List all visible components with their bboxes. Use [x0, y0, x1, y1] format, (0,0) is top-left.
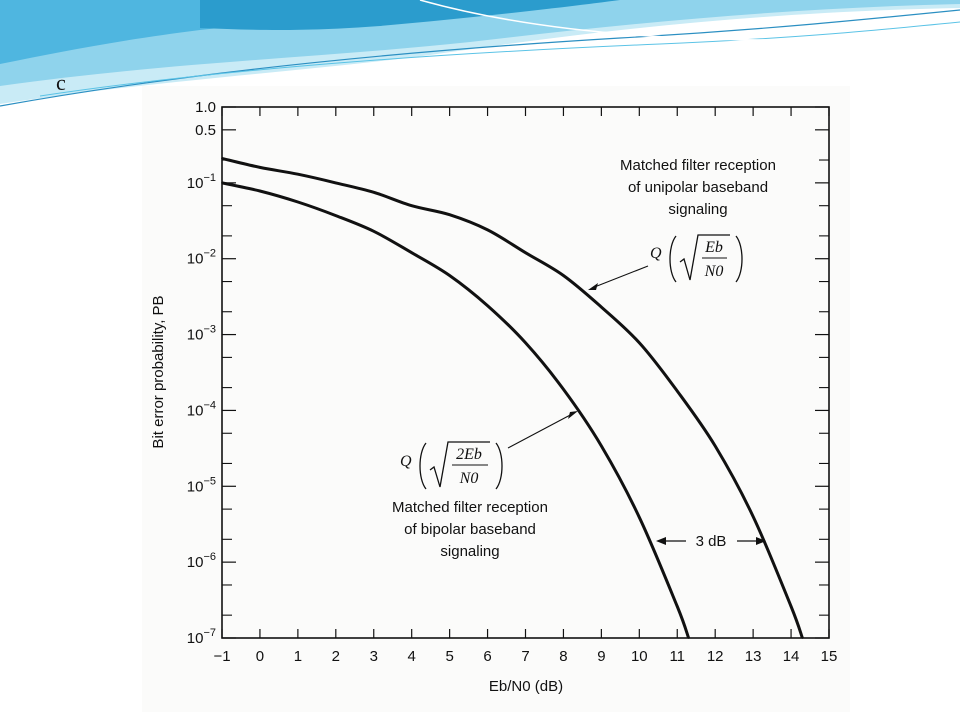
- bipolar-label-line-1: Matched filter reception: [392, 499, 548, 516]
- header-banner: [0, 0, 960, 107]
- y-tick-label: 10−1: [187, 172, 216, 192]
- data-point-bipolar: [372, 230, 375, 233]
- bipolar-pointer-line: [507, 412, 575, 449]
- data-point-unipolar: [221, 157, 223, 160]
- x-tick-label: 5: [445, 648, 453, 665]
- data-point-unipolar: [714, 445, 717, 447]
- x-tick-label: 4: [408, 648, 416, 665]
- x-tick-label: 7: [521, 648, 529, 665]
- data-point-bipolar: [448, 274, 451, 277]
- y-tick-label: 0.5: [195, 122, 216, 139]
- data-point-bipolar: [687, 637, 690, 639]
- data-point-unipolar: [486, 229, 489, 231]
- banner-stroke-3: [419, 0, 960, 41]
- unipolar-formula: Q Eb N0: [650, 234, 743, 283]
- unipolar-sqrt-sign: [679, 234, 730, 281]
- data-point-unipolar: [410, 204, 413, 207]
- x-tick-labels: −1 0 1 2 3 4 5 6 7 8 9 10 11 12 13 14 15: [213, 648, 837, 665]
- data-point-unipolar: [524, 251, 527, 254]
- bipolar-label-line-3: signaling: [440, 543, 499, 560]
- banner-stroke-2: [39, 21, 960, 97]
- data-point-bipolar: [297, 201, 299, 203]
- bipolar-sqrt-sign: [429, 441, 490, 488]
- unipolar-q-symbol: Q: [650, 245, 662, 262]
- data-point-bipolar: [600, 445, 603, 447]
- gap-label: 3 dB: [696, 533, 727, 550]
- y-tick-label: 10−6: [187, 551, 216, 571]
- y-tick-labels: 1.0 0.5 10−1 10−2 10−3 10−4 10−5 10−6 10−7: [187, 99, 216, 647]
- data-point-bipolar: [562, 388, 565, 391]
- x-tick-label: 6: [483, 648, 491, 665]
- gap-arrow-right-head: [756, 537, 766, 545]
- data-point-bipolar: [638, 516, 641, 519]
- unipolar-left-paren: [669, 235, 677, 283]
- unipolar-label-line-2: of unipolar baseband: [628, 179, 768, 196]
- data-point-unipolar: [259, 166, 261, 169]
- x-tick-label: 15: [821, 648, 838, 665]
- bipolar-left-paren: [419, 442, 427, 490]
- y-tick-label: 10−7: [187, 627, 216, 647]
- series-layer: [221, 156, 804, 639]
- unipolar-label-line-1: Matched filter reception: [620, 157, 776, 174]
- x-tick-label: −1: [213, 648, 230, 665]
- data-point-unipolar: [448, 213, 451, 216]
- data-point-unipolar: [790, 605, 792, 608]
- x-tick-label: 11: [669, 648, 685, 665]
- unipolar-right-paren: [735, 235, 743, 283]
- unipolar-denominator: N0: [704, 263, 724, 280]
- data-point-bipolar: [524, 341, 527, 344]
- bipolar-q-symbol: Q: [400, 453, 412, 470]
- data-point-bipolar: [334, 214, 337, 217]
- bipolar-denominator: N0: [459, 470, 479, 487]
- x-tick-label: 1: [294, 648, 302, 665]
- data-point-bipolar: [221, 182, 223, 184]
- x-tick-label: 2: [332, 648, 340, 665]
- data-point-bipolar: [410, 251, 413, 254]
- banner-wave-deep: [200, 0, 620, 30]
- data-point-bipolar: [676, 605, 679, 608]
- bipolar-right-paren: [495, 442, 503, 490]
- x-tick-label: 3: [370, 648, 378, 665]
- data-point-bipolar: [259, 190, 261, 192]
- y-tick-label: 10−5: [187, 475, 216, 495]
- x-tick-label: 9: [597, 648, 605, 665]
- data-point-unipolar: [801, 637, 804, 639]
- x-tick-label: 14: [783, 648, 800, 665]
- slide-title: c: [56, 70, 66, 95]
- x-axis-title: Eb/N0 (dB): [489, 678, 563, 695]
- data-point-unipolar: [562, 274, 565, 277]
- data-point-unipolar: [676, 390, 679, 392]
- y-tick-label: 10−2: [187, 248, 216, 268]
- unipolar-numerator: Eb: [704, 239, 723, 256]
- unipolar-pointer-arrowhead: [588, 283, 598, 290]
- data-point-unipolar: [334, 182, 337, 184]
- unipolar-label-line-3: signaling: [668, 201, 727, 218]
- unipolar-pointer-line: [591, 265, 649, 289]
- bipolar-formula: Q 2Eb N0: [400, 441, 503, 490]
- x-tick-label: 0: [256, 648, 264, 665]
- data-point-unipolar: [752, 515, 754, 518]
- gap-marker: 3 dB: [656, 533, 766, 550]
- data-point-unipolar: [638, 341, 641, 344]
- x-tick-label: 12: [707, 648, 724, 665]
- bipolar-numerator: 2Eb: [456, 446, 482, 463]
- data-point-unipolar: [297, 173, 299, 176]
- x-tick-label: 13: [745, 648, 762, 665]
- y-tick-label: 10−4: [187, 399, 216, 419]
- data-point-unipolar: [600, 306, 603, 308]
- y-tick-label: 10−3: [187, 324, 216, 344]
- y-axis-title: Bit error probability, PB: [150, 295, 167, 448]
- series-line-unipolar: [221, 156, 804, 639]
- bipolar-label-line-2: of bipolar baseband: [404, 521, 536, 538]
- data-point-bipolar: [486, 304, 489, 307]
- gap-arrow-left-head: [656, 537, 666, 545]
- x-tick-label: 10: [631, 648, 648, 665]
- x-tick-label: 8: [559, 648, 567, 665]
- bipolar-pointer-arrowhead: [568, 411, 578, 419]
- data-point-unipolar: [372, 191, 375, 194]
- y-tick-label: 1.0: [195, 99, 216, 116]
